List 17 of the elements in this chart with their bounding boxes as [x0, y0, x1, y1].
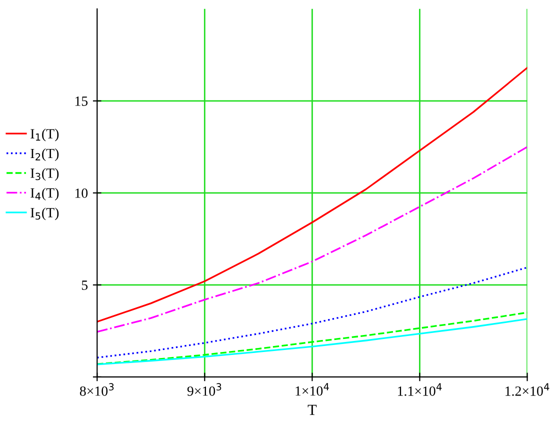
- legend-label: I$_{2}$(T): [30, 148, 59, 162]
- x-tick-label: 9×10$^{3}$: [187, 383, 222, 396]
- x-tick-label: 1×10$^{4}$: [296, 383, 329, 396]
- line-series: [97, 146, 528, 333]
- x-tick-label: 1.1×10$^{4}$: [398, 383, 442, 396]
- line-series: [97, 66, 528, 323]
- y-tick-label: 10: [75, 188, 88, 198]
- line-series: [97, 266, 528, 358]
- x-tick-label: 8×10$^{3}$: [80, 383, 114, 396]
- legend-label: I$_{1}$(T): [30, 128, 59, 142]
- y-tick-label: 5: [82, 280, 88, 290]
- legend-label: I$_{5}$(T): [30, 208, 59, 220]
- x-tick-label: 1.2×10$^{4}$: [506, 383, 550, 396]
- legend-label: I$_{3}$(T): [30, 168, 59, 181]
- legend-label: I$_{4}$(T): [30, 188, 59, 200]
- y-tick-label: 15: [75, 96, 88, 106]
- x-axis-title: T: [308, 404, 317, 415]
